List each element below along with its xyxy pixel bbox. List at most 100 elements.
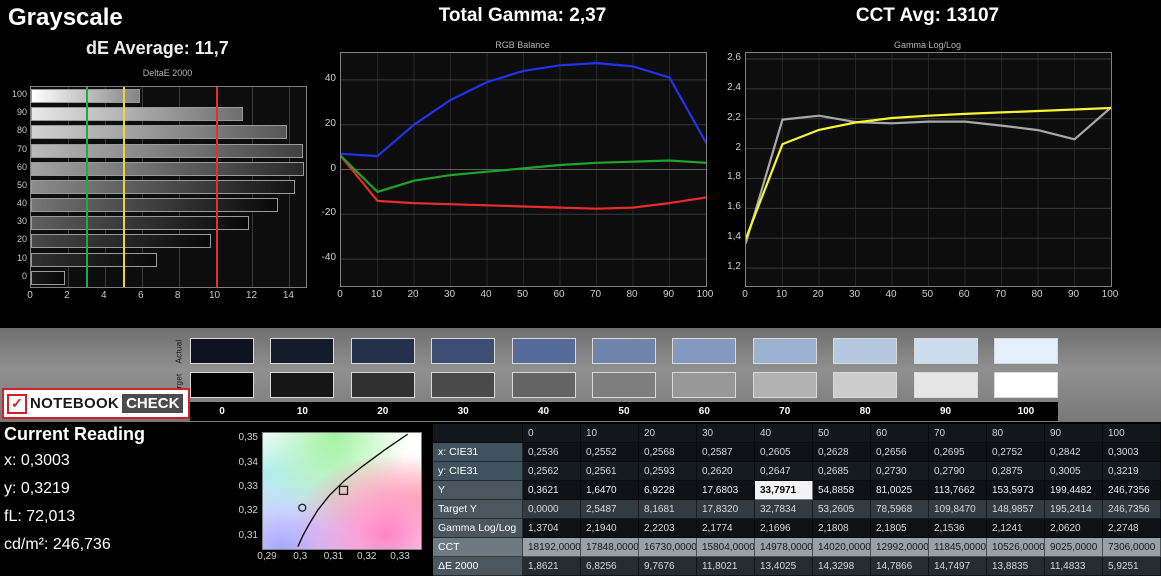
table-cell[interactable]: 2,1536	[929, 519, 987, 538]
table-cell[interactable]: 109,8470	[929, 500, 987, 519]
table-cell[interactable]: 2,1696	[755, 519, 813, 538]
table-cell[interactable]: 195,2414	[1045, 500, 1103, 519]
table-cell[interactable]: 8,1681	[639, 500, 697, 519]
table-cell[interactable]: 246,7356	[1103, 500, 1161, 519]
table-cell[interactable]: 17,6803	[697, 481, 755, 500]
target-swatch	[993, 372, 1058, 398]
table-cell[interactable]: 1,3704	[523, 519, 581, 538]
table-cell[interactable]: 246,7356	[1103, 481, 1161, 500]
axis-tick-label: 0,35	[238, 432, 258, 444]
table-cell[interactable]: 5,9251	[1103, 557, 1161, 576]
table-cell[interactable]: 2,1808	[813, 519, 871, 538]
actual-swatch	[270, 338, 335, 364]
axis-tick-label: 10	[775, 289, 788, 300]
table-cell[interactable]: 0,2568	[639, 443, 697, 462]
axis-tick-label: 20	[324, 117, 336, 129]
table-cell[interactable]: 0,2562	[523, 462, 581, 481]
table-cell[interactable]: 14,7866	[871, 557, 929, 576]
table-cell[interactable]: 0,2842	[1045, 443, 1103, 462]
table-cell[interactable]: 0,2695	[929, 443, 987, 462]
table-cell[interactable]: 0,2685	[813, 462, 871, 481]
table-cell[interactable]: 0,3003	[1103, 443, 1161, 462]
table-cell[interactable]: 32,7834	[755, 500, 813, 519]
table-cell[interactable]: 54,8858	[813, 481, 871, 500]
deltae-bar	[31, 89, 141, 103]
axis-tick-label: 2	[735, 141, 741, 153]
table-cell[interactable]: 2,1241	[987, 519, 1045, 538]
axis-tick-label: 0,31	[323, 551, 344, 562]
table-cell[interactable]: 12992,0000	[871, 538, 929, 557]
table-cell[interactable]: 0,3621	[523, 481, 581, 500]
table-cell[interactable]: 153,5973	[987, 481, 1045, 500]
actual-swatch	[752, 338, 817, 364]
table-cell[interactable]: 9025,0000	[1045, 538, 1103, 557]
gamma-x-axis: 0 10 20 30 40 50 60 70 80 90 100	[742, 289, 1125, 301]
table-cell[interactable]: 6,9228	[639, 481, 697, 500]
table-cell[interactable]: 11,4833	[1045, 557, 1103, 576]
table-cell[interactable]: 14,7497	[929, 557, 987, 576]
axis-tick-label: 0,31	[238, 529, 258, 541]
axis-tick-label: 2	[64, 290, 70, 301]
table-cell[interactable]: 0,2752	[987, 443, 1045, 462]
table-cell[interactable]: 0,0000	[523, 500, 581, 519]
table-cell[interactable]: 1,6470	[581, 481, 639, 500]
table-cell[interactable]: 11845,0000	[929, 538, 987, 557]
table-cell[interactable]: 2,2203	[639, 519, 697, 538]
table-cell[interactable]: 0,2552	[581, 443, 639, 462]
swatch-column-label: 30	[457, 406, 469, 417]
table-cell[interactable]: 7306,0000	[1103, 538, 1161, 557]
table-cell[interactable]: 2,5487	[581, 500, 639, 519]
table-cell[interactable]: 0,3005	[1045, 462, 1103, 481]
table-cell[interactable]: 15804,0000	[697, 538, 755, 557]
table-cell[interactable]: 17848,0000	[581, 538, 639, 557]
axis-tick-label: 100	[11, 89, 27, 99]
table-cell[interactable]: 10526,0000	[987, 538, 1045, 557]
table-cell[interactable]: 17,8320	[697, 500, 755, 519]
table-cell[interactable]: 0,2593	[639, 462, 697, 481]
table-cell[interactable]: 53,2605	[813, 500, 871, 519]
table-cell[interactable]: 1,8621	[523, 557, 581, 576]
table-cell[interactable]: 0,2605	[755, 443, 813, 462]
table-cell[interactable]: 0,2656	[871, 443, 929, 462]
table-cell[interactable]: 0,2730	[871, 462, 929, 481]
table-cell[interactable]: 14,3298	[813, 557, 871, 576]
table-cell[interactable]: 11,8021	[697, 557, 755, 576]
table-cell[interactable]: 81,0025	[871, 481, 929, 500]
table-cell[interactable]: 13,4025	[755, 557, 813, 576]
table-cell[interactable]: 9,7676	[639, 557, 697, 576]
gamma-y-axis: 2,6 2,4 2,2 2 1,8 1,6 1,4 1,2	[711, 52, 741, 285]
table-cell[interactable]: 199,4482	[1045, 481, 1103, 500]
table-cell[interactable]: 2,1940	[581, 519, 639, 538]
table-cell[interactable]: 2,0620	[1045, 519, 1103, 538]
table-cell[interactable]: 0,2790	[929, 462, 987, 481]
table-cell[interactable]: 0,2536	[523, 443, 581, 462]
table-cell[interactable]: 113,7662	[929, 481, 987, 500]
table-cell[interactable]: 0,2628	[813, 443, 871, 462]
table-cell[interactable]: 14020,0000	[813, 538, 871, 557]
reference-line	[215, 87, 218, 287]
measured-point-marker	[298, 503, 307, 512]
table-cell[interactable]: 2,1805	[871, 519, 929, 538]
table-cell[interactable]: 18192,0000	[523, 538, 581, 557]
table-cell[interactable]: 13,8835	[987, 557, 1045, 576]
table-cell[interactable]: 0,2620	[697, 462, 755, 481]
table-cell[interactable]: 14978,0000	[755, 538, 813, 557]
table-cell[interactable]: 2,2748	[1103, 519, 1161, 538]
table-cell[interactable]: 148,9857	[987, 500, 1045, 519]
table-cell[interactable]: 0,3219	[1103, 462, 1161, 481]
table-col-header: 90	[1045, 424, 1103, 443]
axis-tick-label: 70	[16, 143, 27, 154]
table-cell[interactable]: 0,2647	[755, 462, 813, 481]
table-cell[interactable]: 78,5968	[871, 500, 929, 519]
table-cell-selected[interactable]: 33,7971	[755, 481, 813, 500]
axis-tick-label: 10	[370, 289, 383, 300]
table-cell[interactable]: 16730,0000	[639, 538, 697, 557]
table-cell[interactable]: 2,1774	[697, 519, 755, 538]
table-cell[interactable]: 0,2875	[987, 462, 1045, 481]
table-cell[interactable]: 0,2587	[697, 443, 755, 462]
table-cell[interactable]: 0,2561	[581, 462, 639, 481]
table-cell[interactable]: 6,8256	[581, 557, 639, 576]
axis-tick-label: 100	[1101, 289, 1119, 300]
target-swatch	[672, 372, 737, 398]
axis-tick-label: 50	[516, 289, 529, 300]
